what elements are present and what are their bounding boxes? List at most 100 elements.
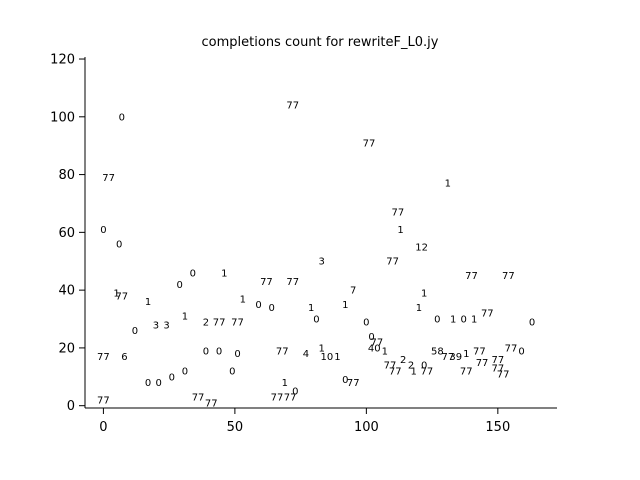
data-point-label: 0 xyxy=(368,332,374,343)
data-point-label: 0 xyxy=(229,367,235,378)
data-point-label: 1 xyxy=(182,312,188,323)
data-point-label: 2 xyxy=(400,355,406,366)
data-point-label: 0 xyxy=(529,317,535,328)
data-point-label: 1 xyxy=(421,289,427,300)
data-point-label: 0 xyxy=(342,375,348,386)
data-point-label: 77 xyxy=(386,257,399,268)
data-point-label: 0 xyxy=(234,349,240,360)
data-point-label: 77 xyxy=(491,364,504,375)
data-point-label: 4 xyxy=(303,349,309,360)
data-point-label: 1 xyxy=(342,300,348,311)
data-point-label: 77 xyxy=(491,355,504,366)
data-point-label: 0 xyxy=(176,280,182,291)
data-point-label: 77 xyxy=(389,367,402,378)
data-point-label: 77 xyxy=(97,352,110,363)
data-point-label: 77 xyxy=(286,101,299,112)
data-point-label: 1 xyxy=(382,346,388,357)
data-point-label: 1 xyxy=(113,289,119,300)
y-tick-label: 100 xyxy=(50,110,75,125)
data-point-label: 1 xyxy=(411,367,417,378)
data-point-label: 77 xyxy=(347,378,360,389)
data-point-label: 10 xyxy=(321,352,334,363)
data-point-label: 0 xyxy=(216,346,222,357)
y-tick-label: 60 xyxy=(58,226,75,241)
data-point-label: 1 xyxy=(471,315,477,326)
data-point-label: 12 xyxy=(415,242,428,253)
data-point-label: 0 xyxy=(119,112,125,123)
data-point-label: 0 xyxy=(363,317,369,328)
data-point-label: 0 xyxy=(145,378,151,389)
data-points: 0777777100776010303001007720777701077010… xyxy=(97,101,535,410)
data-point-label: 0 xyxy=(434,315,440,326)
data-point-label: 6 xyxy=(121,352,127,363)
data-point-label: 3 xyxy=(318,257,324,268)
data-point-label: 1 xyxy=(221,268,227,279)
data-point-label: 0 xyxy=(190,268,196,279)
data-point-label: 0 xyxy=(100,225,106,236)
data-point-label: 39 xyxy=(449,352,462,363)
data-point-label: 77 xyxy=(231,317,244,328)
data-point-label: 1 xyxy=(318,343,324,354)
data-point-label: 77 xyxy=(473,346,486,357)
data-point-label: 0 xyxy=(313,315,319,326)
data-point-label: 77 xyxy=(420,367,433,378)
data-point-label: 1 xyxy=(445,179,451,190)
data-point-label: 1 xyxy=(308,303,314,314)
data-point-label: 77 xyxy=(392,208,405,219)
data-point-label: 77 xyxy=(205,398,218,409)
data-point-label: 77 xyxy=(102,173,115,184)
data-point-label: 77 xyxy=(465,271,478,282)
data-point-label: 1 xyxy=(145,297,151,308)
x-tick-label: 50 xyxy=(227,420,244,435)
data-point-label: 77 xyxy=(502,271,515,282)
data-point-label: 1 xyxy=(450,315,456,326)
data-point-label: 77 xyxy=(481,309,494,320)
data-point-label: 0 xyxy=(182,367,188,378)
data-point-label: 0 xyxy=(269,303,275,314)
data-point-label: 58 xyxy=(431,346,444,357)
data-point-label: 77 xyxy=(284,393,297,404)
x-tick-label: 100 xyxy=(354,420,379,435)
y-tick-label: 20 xyxy=(58,341,75,356)
data-point-label: 77 xyxy=(115,291,128,302)
axes xyxy=(79,57,557,414)
data-point-label: 3 xyxy=(163,320,169,331)
x-tick-label: 150 xyxy=(485,420,510,435)
y-tick-label: 0 xyxy=(67,399,75,414)
chart-title: completions count for rewriteF_L0.jy xyxy=(202,35,439,50)
data-point-label: 1 xyxy=(282,378,288,389)
data-point-label: 77 xyxy=(371,338,384,349)
data-point-label: 0 xyxy=(292,387,298,398)
data-point-label: 0 xyxy=(132,326,138,337)
data-point-label: 77 xyxy=(442,352,455,363)
data-point-label: 1 xyxy=(334,352,340,363)
data-point-label: 77 xyxy=(476,358,489,369)
y-tick-label: 80 xyxy=(58,168,75,183)
data-point-label: 0 xyxy=(518,346,524,357)
data-point-label: 1 xyxy=(463,349,469,360)
data-point-label: 40 xyxy=(368,343,381,354)
data-point-label: 0 xyxy=(116,239,122,250)
data-point-label: 1 xyxy=(397,225,403,236)
data-point-label: 77 xyxy=(460,367,473,378)
data-point-label: 7 xyxy=(350,286,356,297)
data-point-label: 77 xyxy=(271,393,284,404)
data-point-label: 2 xyxy=(203,317,209,328)
data-point-label: 0 xyxy=(460,315,466,326)
data-point-label: 77 xyxy=(97,395,110,406)
data-point-label: 77 xyxy=(286,277,299,288)
data-point-label: 1 xyxy=(240,294,246,305)
data-point-label: 0 xyxy=(255,300,261,311)
y-tick-label: 120 xyxy=(50,53,75,68)
data-point-label: 1 xyxy=(416,303,422,314)
data-point-label: 0 xyxy=(169,372,175,383)
data-point-label: 77 xyxy=(505,343,518,354)
data-point-label: 2 xyxy=(408,361,414,372)
data-point-label: 77 xyxy=(363,138,376,149)
x-tick-label: 0 xyxy=(99,420,107,435)
y-tick-label: 40 xyxy=(58,284,75,299)
data-point-label: 77 xyxy=(213,317,226,328)
